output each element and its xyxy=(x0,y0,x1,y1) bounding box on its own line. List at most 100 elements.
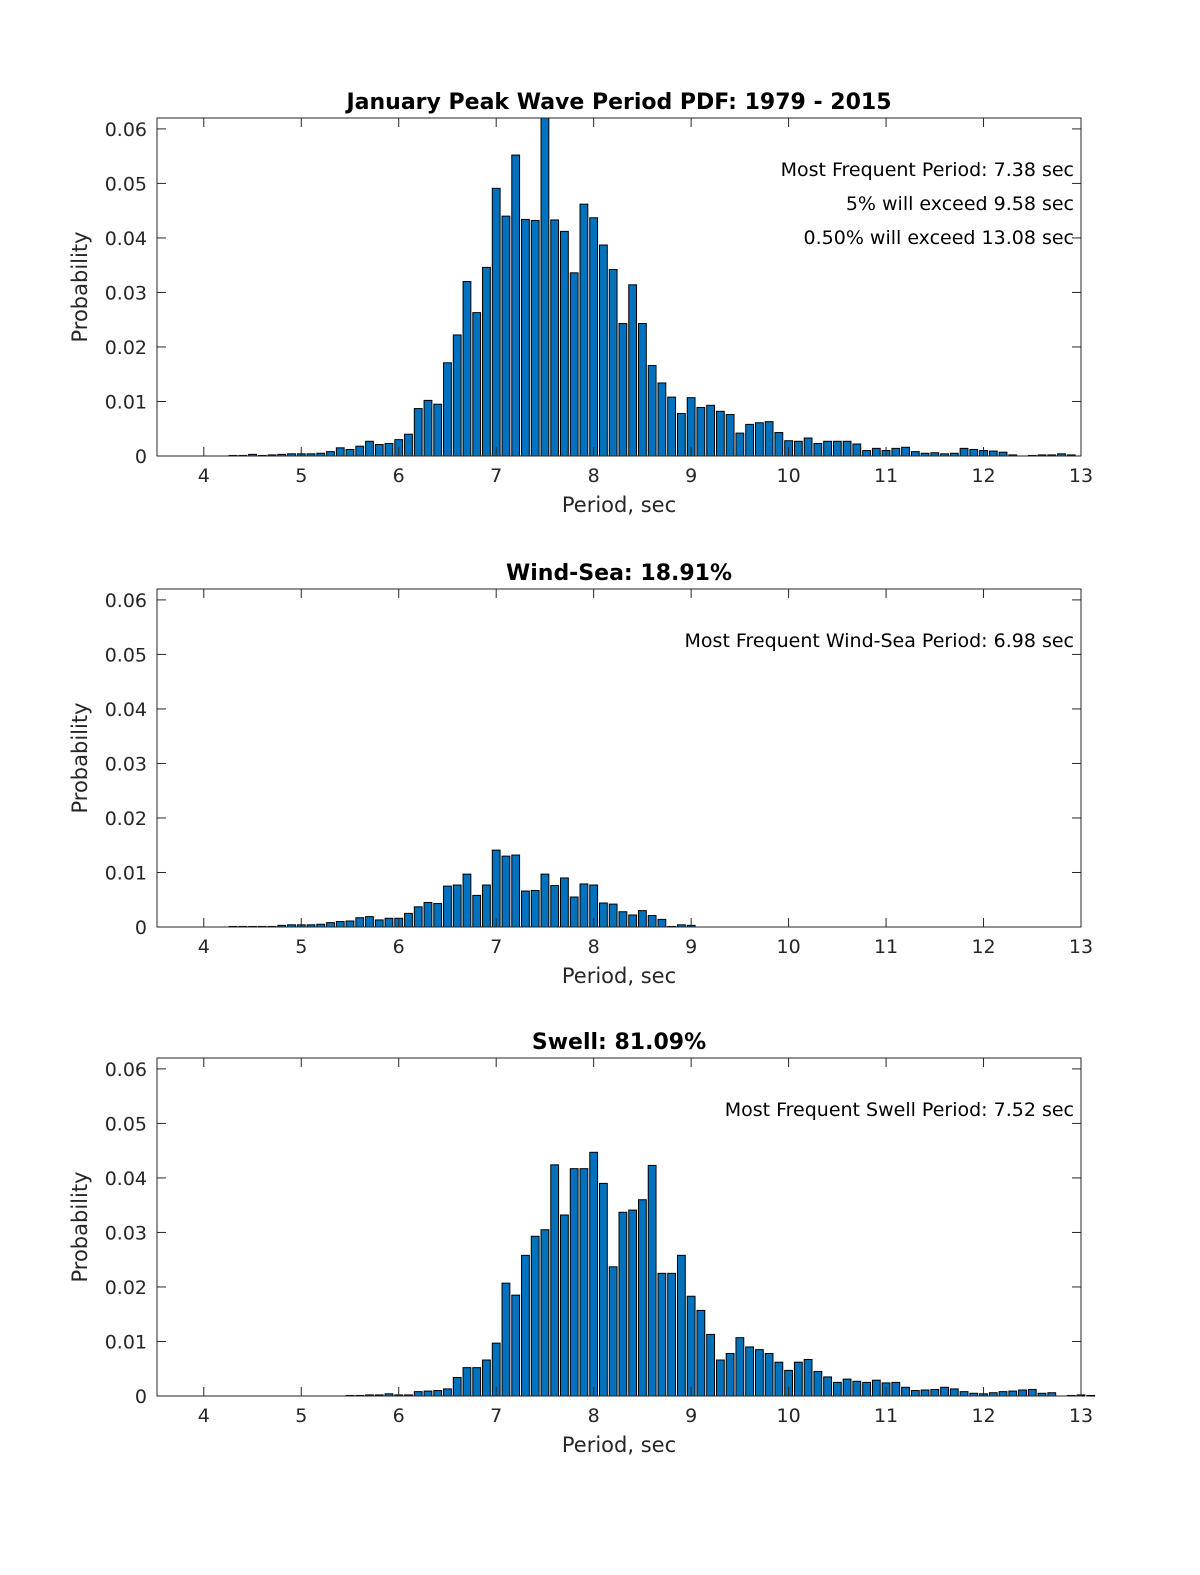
bar xyxy=(569,1168,579,1397)
bar xyxy=(628,914,638,928)
y-tick-label: 0.06 xyxy=(105,1059,147,1081)
bar xyxy=(813,1370,823,1397)
bar xyxy=(764,1352,774,1397)
bar xyxy=(715,1359,725,1397)
bar xyxy=(871,1379,881,1397)
bar xyxy=(735,432,745,457)
x-tick-label: 6 xyxy=(393,1405,405,1427)
bar xyxy=(491,849,501,928)
x-tick-label: 13 xyxy=(1069,1405,1093,1427)
bar xyxy=(335,921,345,928)
bar xyxy=(862,450,871,457)
y-tick-label: 0.02 xyxy=(105,808,147,830)
bar xyxy=(560,1214,569,1397)
bar xyxy=(326,922,335,928)
bar xyxy=(482,266,491,457)
y-tick-label: 0.03 xyxy=(105,753,147,775)
bar xyxy=(832,440,842,457)
bar xyxy=(462,281,472,457)
x-axis-label: Period, sec xyxy=(562,493,676,517)
bar xyxy=(335,447,345,457)
bar xyxy=(940,1386,949,1397)
bar xyxy=(423,901,433,928)
bar xyxy=(696,406,706,457)
bar xyxy=(774,432,784,457)
bar xyxy=(511,154,521,457)
bar xyxy=(852,1380,862,1397)
x-tick-label: 10 xyxy=(777,1405,801,1427)
bar xyxy=(667,396,677,457)
bar xyxy=(959,1391,969,1397)
bar xyxy=(608,1266,618,1397)
bar xyxy=(423,1390,433,1397)
bar xyxy=(852,443,862,457)
bar xyxy=(521,1254,530,1397)
y-tick-label: 0.06 xyxy=(105,590,147,612)
x-tick-label: 10 xyxy=(777,936,801,958)
bar xyxy=(599,902,608,928)
bar xyxy=(637,1199,647,1397)
bar xyxy=(501,855,511,928)
bar xyxy=(521,890,530,928)
bar xyxy=(443,1388,452,1397)
bar xyxy=(745,423,755,457)
bar xyxy=(423,399,433,457)
chart-title: Swell: 81.09% xyxy=(532,1030,706,1055)
bar xyxy=(793,440,803,457)
x-tick-label: 12 xyxy=(971,936,995,958)
x-tick-label: 4 xyxy=(198,1405,210,1427)
annotation-text: Most Frequent Swell Period: 7.52 sec xyxy=(725,1099,1074,1121)
chart-title: Wind-Sea: 18.91% xyxy=(506,561,732,586)
bar xyxy=(618,911,628,928)
bar xyxy=(530,219,540,457)
bar xyxy=(949,1388,959,1397)
bar xyxy=(501,1282,511,1397)
bar xyxy=(452,334,462,457)
bar xyxy=(754,1349,764,1397)
y-tick-label: 0.05 xyxy=(105,644,147,666)
y-tick-label: 0.01 xyxy=(105,391,147,413)
x-tick-label: 6 xyxy=(393,465,405,487)
x-tick-label: 9 xyxy=(685,936,697,958)
bar xyxy=(676,1254,686,1397)
panel-swell: 4 5 6 7 8 9 10 11 12 13 0 0.01 0.02 0.03 0.04 0.05 0.06 S… xyxy=(68,1030,1096,1457)
bar xyxy=(608,269,618,457)
bar xyxy=(793,1361,803,1397)
bar xyxy=(540,117,550,457)
bar xyxy=(404,433,413,457)
bar xyxy=(452,884,462,928)
panel-wind-sea: 4 5 6 7 8 9 10 11 12 13 0 0.01 0.02 0.03 0.04 0.05 0.06 W… xyxy=(68,561,1093,988)
y-tick-label: 0.03 xyxy=(105,282,147,304)
annotation-text: Most Frequent Period: 7.38 sec xyxy=(781,159,1074,181)
x-tick-label: 9 xyxy=(685,465,697,487)
bar xyxy=(326,451,335,457)
bar xyxy=(901,1386,910,1397)
bar xyxy=(384,442,394,457)
y-tick-label: 0.06 xyxy=(105,119,147,141)
bar xyxy=(433,1390,443,1397)
axes-frame xyxy=(156,588,1082,928)
x-tick-label: 10 xyxy=(777,465,801,487)
x-tick-label: 7 xyxy=(490,465,502,487)
x-axis-label: Period, sec xyxy=(562,1433,676,1457)
x-tick-label: 13 xyxy=(1069,465,1093,487)
bar xyxy=(404,912,413,928)
x-tick-label: 6 xyxy=(393,936,405,958)
y-tick-label: 0 xyxy=(135,1386,147,1408)
bar xyxy=(482,1359,491,1397)
bar xyxy=(706,404,716,457)
y-tick-label: 0.01 xyxy=(105,862,147,884)
y-tick-label: 0.04 xyxy=(105,699,147,721)
bar xyxy=(891,1381,901,1397)
bar xyxy=(930,1388,940,1397)
bar xyxy=(560,230,569,457)
bar xyxy=(1086,1394,1096,1397)
bar xyxy=(355,917,365,928)
axes-frame xyxy=(156,1057,1082,1397)
bar xyxy=(657,918,667,928)
bar xyxy=(637,323,647,457)
bar xyxy=(842,1378,852,1397)
x-tick-label: 7 xyxy=(490,1405,502,1427)
bar xyxy=(823,440,832,457)
